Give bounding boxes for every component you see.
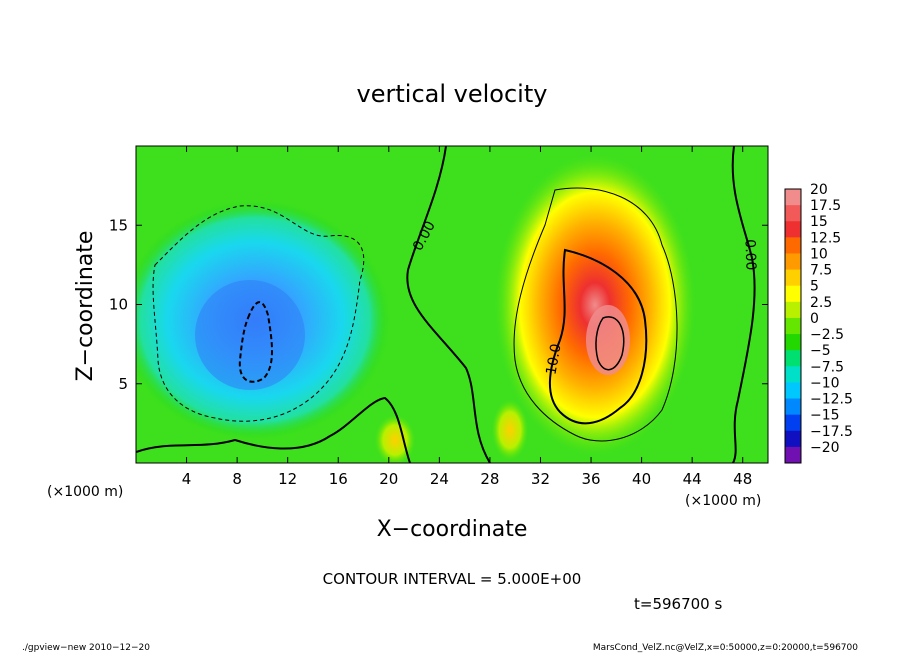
colorbar-label: −12.5: [810, 392, 853, 408]
y-axis-ticks: 5 10 15: [109, 216, 768, 393]
colorbar-swatch: [785, 285, 801, 303]
x-tick-label: 44: [683, 470, 702, 488]
colorbar-label: −5: [810, 343, 831, 359]
colorbar-frame: [784, 188, 802, 464]
colorbar-label: 0: [810, 311, 819, 327]
colorbar-label: 20: [810, 182, 828, 198]
colorbar-label: 5: [810, 279, 819, 295]
contour-downdraft-10: [238, 301, 273, 383]
y-tick-label: 5: [118, 375, 128, 393]
y-tick-label: 15: [109, 216, 128, 234]
colorbar-swatch: [785, 334, 801, 351]
contour-label-ten: 10.0: [543, 343, 564, 376]
colorbar-swatch: [785, 366, 801, 383]
weak-updraft-bottom: [375, 415, 415, 463]
footer-left: ./gpview−new 2010−12−20: [22, 643, 150, 653]
colorbar-swatch: [785, 269, 801, 287]
colorbar-swatch: [785, 430, 801, 448]
colorbar-label: −10: [810, 375, 840, 391]
colorbar-swatch: [785, 189, 801, 206]
colorbar-label: 15: [810, 214, 828, 230]
contour-updraft-15: [595, 316, 625, 371]
contour-downdraft-5: [152, 205, 365, 422]
colorbar-swatch: [785, 253, 801, 271]
colorbar-label: 10: [810, 246, 828, 262]
contour-interval: CONTOUR INTERVAL = 5.000E+00: [323, 570, 582, 588]
contour-updraft-10: [548, 248, 648, 425]
x-tick-label: 40: [632, 470, 651, 488]
time-label: t=596700 s: [634, 595, 722, 613]
colorbar-swatch: [785, 317, 801, 335]
colorbar-swatch: [785, 237, 801, 254]
contour-label-zero-right: 0.00: [741, 239, 758, 271]
colorbar-swatch: [785, 205, 801, 222]
x-unit-label-right: (×1000 m): [685, 493, 761, 509]
plot-area: [136, 146, 768, 463]
colorbar: 2017.51512.5107.552.50−2.5−5−7.5−10−12.5…: [784, 182, 853, 464]
x-tick-label: 28: [480, 470, 499, 488]
colorbar-label: 17.5: [810, 198, 841, 214]
y-axis-title: Z−coordinate: [73, 231, 98, 382]
x-tick-label: 12: [278, 470, 297, 488]
colorbar-swatch: [785, 382, 801, 400]
contour-zero-left: [406, 146, 491, 463]
colorbar-swatch: [785, 398, 801, 416]
colorbar-label: −17.5: [810, 424, 853, 440]
colorbar-swatch: [785, 446, 801, 464]
colorbar-swatch: [785, 301, 801, 319]
x-axis-title: X−coordinate: [377, 517, 528, 542]
x-tick-label: 48: [733, 470, 752, 488]
x-tick-label: 16: [329, 470, 348, 488]
x-tick-label: 8: [232, 470, 242, 488]
colorbar-label: 12.5: [810, 230, 841, 246]
weak-updraft-left: [492, 400, 528, 460]
chart-title: vertical velocity: [357, 80, 548, 108]
contour-zero-right: [731, 146, 756, 463]
footer-right: MarsCond_VelZ.nc@VelZ,x=0:50000,z=0:2000…: [593, 643, 858, 653]
x-tick-label: 32: [531, 470, 550, 488]
x-unit-label: (×1000 m): [47, 484, 123, 500]
colorbar-swatch: [785, 221, 801, 238]
colorbar-label: −20: [810, 440, 840, 456]
x-tick-label: 20: [379, 470, 398, 488]
colorbar-swatch: [785, 414, 801, 432]
downdraft-core: [195, 280, 305, 390]
x-tick-label: 4: [182, 470, 192, 488]
x-axis-ticks: 4 8 12 16 20 24 28 32 36 40 44 48: [182, 146, 752, 488]
contour-zero-bottom-left: [136, 396, 411, 463]
contour-updraft-5: [513, 187, 678, 442]
updraft-region: [495, 155, 695, 455]
x-tick-label: 36: [581, 470, 600, 488]
colorbar-label: 7.5: [810, 263, 832, 279]
colorbar-label: −2.5: [810, 327, 844, 343]
colorbar-label: −7.5: [810, 359, 844, 375]
x-tick-label: 24: [430, 470, 449, 488]
colorbar-label: 2.5: [810, 295, 832, 311]
colorbar-swatch: [785, 350, 801, 367]
colorbar-label: −15: [810, 408, 840, 424]
y-tick-label: 10: [109, 296, 128, 314]
